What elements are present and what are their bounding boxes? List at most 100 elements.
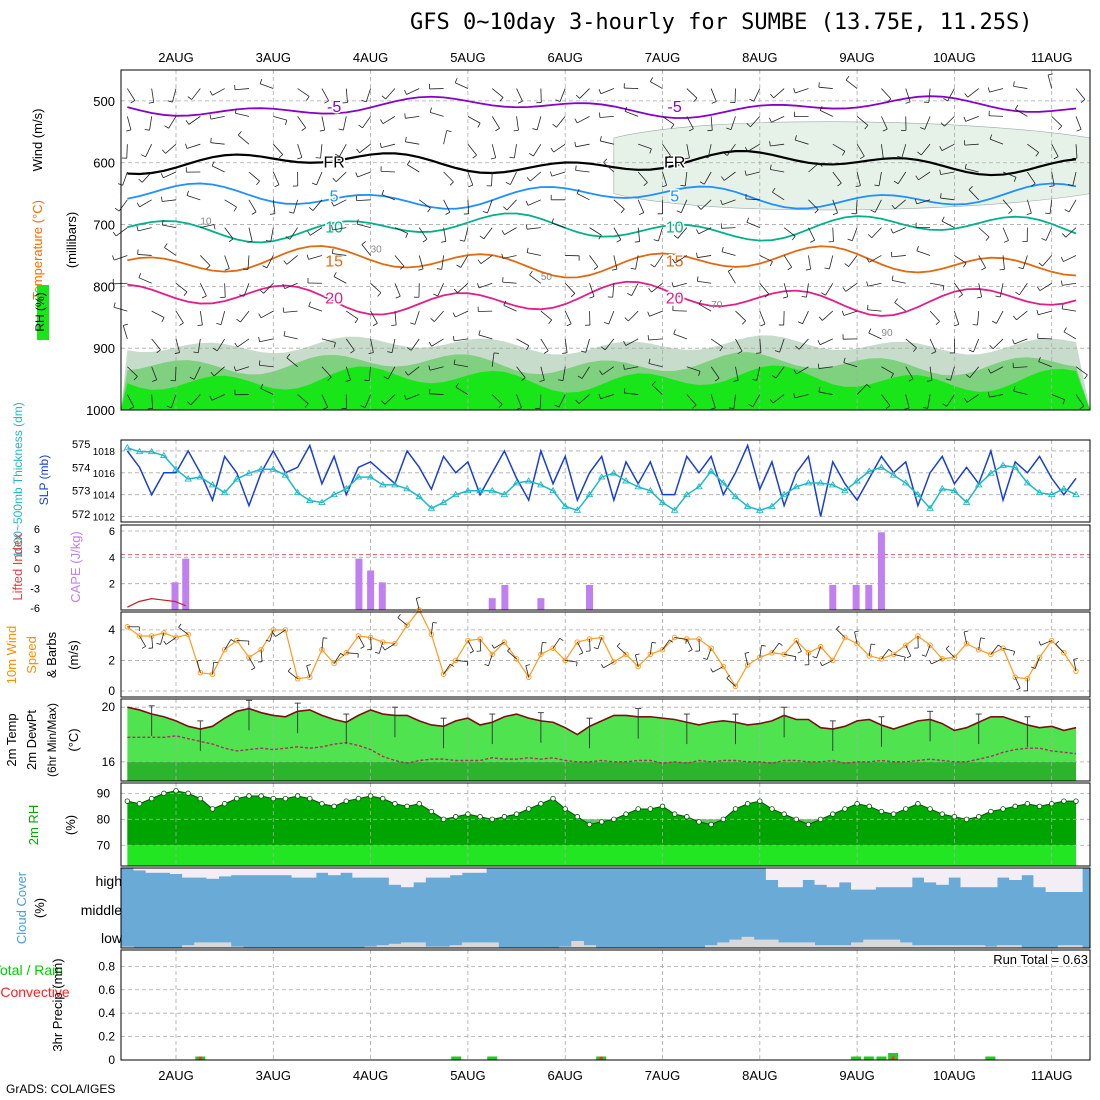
- wind-barb: [479, 639, 482, 652]
- wind-barb-flag: [1035, 152, 1040, 157]
- high-cloud-gap: [461, 868, 475, 873]
- wind-barb: [259, 364, 274, 368]
- wind-barb-flag: [818, 387, 821, 393]
- wind-barb-flag: [503, 300, 507, 306]
- wind-speed-point: [221, 646, 228, 653]
- wind-barb: [930, 282, 944, 286]
- wind-barb: [966, 394, 979, 403]
- pressure-tick-label: 500: [93, 94, 115, 109]
- wind-barb-flag: [230, 639, 235, 643]
- thickness-point: [342, 484, 351, 492]
- wind-barb-flag: [576, 188, 580, 194]
- wind-barb-flag: [1013, 81, 1015, 87]
- rh-point: [404, 803, 410, 810]
- wind-barb: [455, 386, 469, 395]
- wind-barb-flag: [559, 637, 564, 641]
- high-cloud-gap: [923, 868, 937, 883]
- wind-barb: [726, 677, 736, 687]
- footer-credit: GrADS: COLA/IGES: [6, 1082, 116, 1096]
- wind-barb: [122, 171, 128, 186]
- wind-barb: [881, 649, 890, 660]
- high-cloud-gap: [790, 868, 803, 888]
- top-day-label: 4AUG: [353, 50, 388, 65]
- wind-barb: [407, 366, 420, 376]
- wind-barb-flag: [819, 661, 823, 666]
- wind-barb-flag: [265, 639, 270, 642]
- wind-barb: [275, 629, 286, 637]
- wind-barb: [625, 338, 639, 346]
- wind-barb-flag: [824, 267, 830, 270]
- wind-barb-flag: [404, 113, 406, 119]
- wind-barb: [608, 310, 615, 325]
- wind-barb: [940, 171, 955, 175]
- wind-barb: [783, 227, 796, 237]
- thickness-point: [305, 496, 314, 503]
- wind-barb: [263, 282, 274, 294]
- wind-barb: [843, 310, 858, 316]
- wind-barb: [394, 227, 408, 234]
- wind-speed-point: [623, 651, 629, 658]
- wind-speed-line: [126, 608, 1077, 688]
- wind-barb-flag: [469, 650, 474, 654]
- high-cloud-gap: [328, 868, 341, 876]
- wind-barb: [356, 223, 371, 229]
- wind-barb-flag: [283, 330, 286, 336]
- wind-barb: [491, 116, 500, 129]
- wind-barb-flag: [453, 288, 458, 293]
- rh-point: [817, 816, 824, 823]
- low-cloud-bar: [449, 945, 463, 948]
- wind-barb-flag: [843, 357, 846, 363]
- wind-barb-flag: [627, 293, 632, 297]
- wind-barb-flag: [288, 211, 294, 214]
- wind-barb: [978, 255, 986, 268]
- rh-frame: [120, 782, 1091, 867]
- wind-barb-flag: [989, 134, 993, 140]
- high-cloud-gap: [960, 868, 974, 888]
- low-cloud-bar: [753, 939, 767, 948]
- thickness-point: [901, 479, 910, 486]
- wind-barb-flag: [868, 328, 872, 334]
- bottom-day-label: 8AUG: [742, 1068, 777, 1083]
- thickness-point: [743, 502, 752, 509]
- wind-barb: [297, 116, 307, 129]
- wind-barb-flag: [472, 154, 477, 159]
- wind-barb: [881, 366, 894, 375]
- rh-point: [805, 821, 812, 828]
- wind-barb: [818, 86, 833, 89]
- wind-barb: [260, 388, 274, 395]
- wind-barb-flag: [684, 157, 690, 160]
- low-cloud-bar: [863, 939, 876, 948]
- wind-barb: [597, 637, 603, 650]
- wind-barb-flag: [1079, 405, 1085, 410]
- cloud-ylabel: Cloud Cover: [14, 871, 29, 944]
- wind-barb-flag: [484, 664, 489, 667]
- wind-barb: [197, 338, 201, 353]
- rh-point: [185, 790, 191, 797]
- wind-barb: [312, 199, 323, 211]
- wind-barb-flag: [795, 345, 800, 350]
- wind-barb-flag: [406, 347, 412, 351]
- wind-barb-flag: [688, 649, 693, 653]
- low-cloud-bar: [486, 942, 499, 948]
- wind-barb-flag: [183, 291, 188, 297]
- wind-barb-flag: [692, 404, 697, 409]
- wind-barb: [710, 88, 717, 102]
- thickness-point: [172, 465, 180, 472]
- wind-barb: [529, 171, 542, 182]
- rh-band-90: [121, 365, 1090, 410]
- wind-barb-flag: [651, 381, 656, 386]
- wind-barb-flag: [976, 296, 982, 299]
- wind-barb-flag: [456, 264, 461, 268]
- wind-barb: [589, 255, 599, 267]
- wind-barb-flag: [161, 220, 164, 226]
- wind-barb-flag: [998, 644, 1002, 648]
- rh-point: [319, 801, 325, 807]
- high-cloud-gap: [437, 868, 451, 878]
- wind-barb-flag: [981, 267, 986, 271]
- rh-point: [355, 795, 362, 802]
- rh-point: [148, 795, 155, 802]
- wind-barb-flag: [1041, 238, 1047, 241]
- wind-barb-flag: [503, 206, 508, 211]
- wind-barb: [491, 394, 503, 405]
- high-cloud-gap: [230, 868, 244, 876]
